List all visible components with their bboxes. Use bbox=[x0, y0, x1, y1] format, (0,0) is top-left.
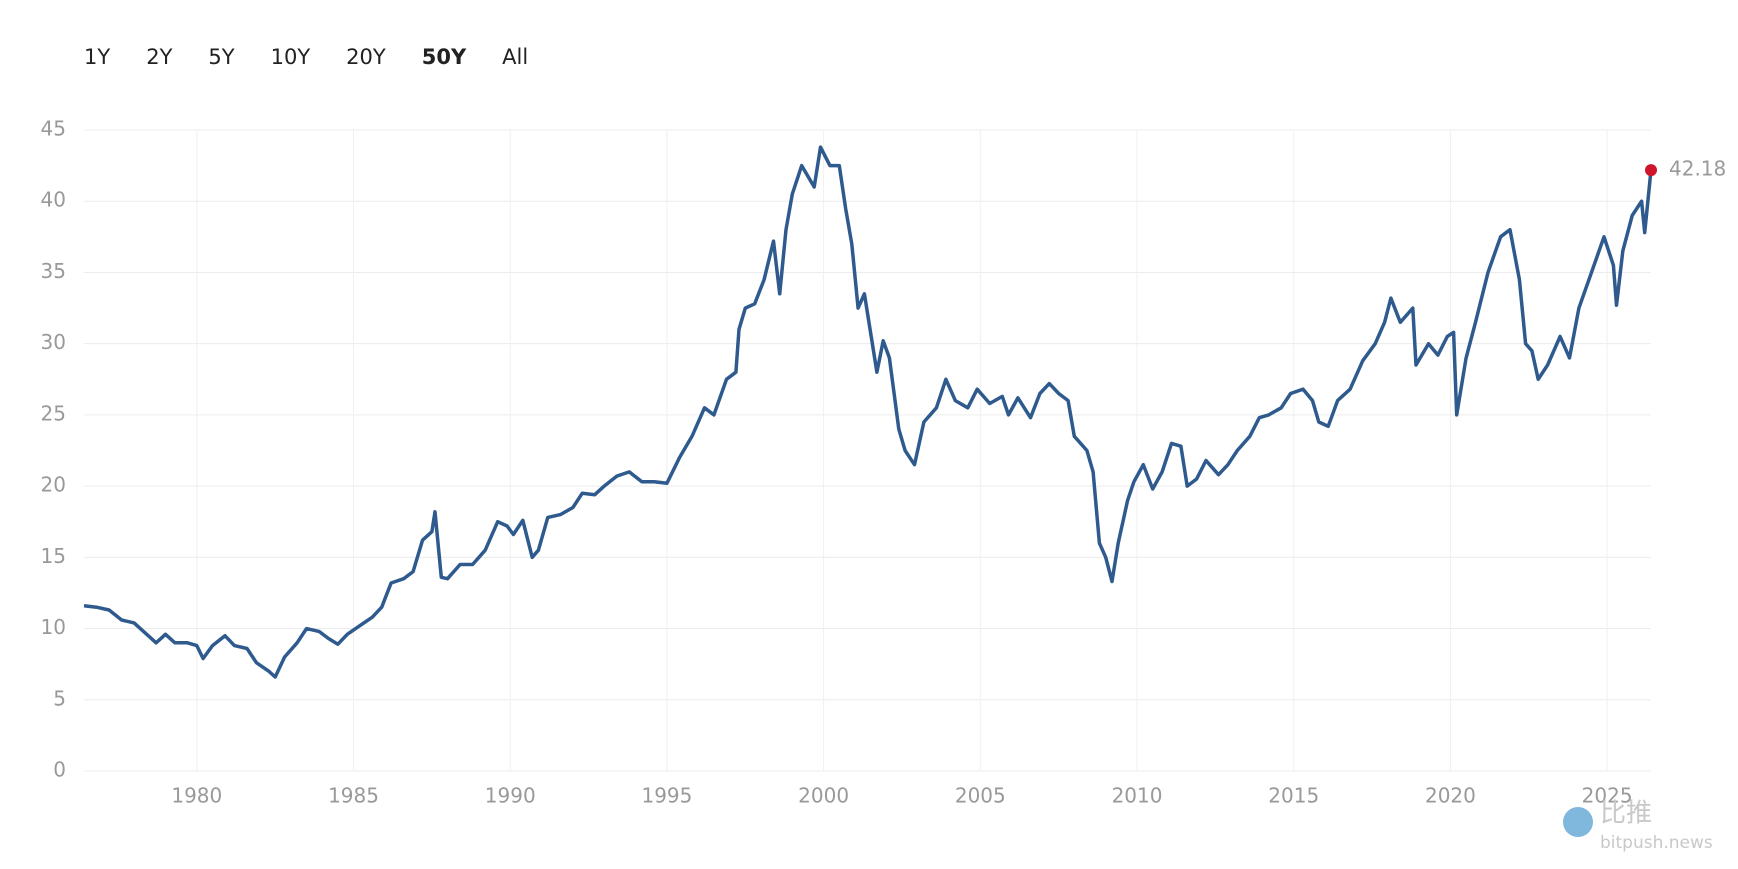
x-tick-label: 1995 bbox=[641, 784, 692, 808]
x-tick-label: 2015 bbox=[1268, 784, 1319, 808]
x-tick-label: 1980 bbox=[171, 784, 222, 808]
y-tick-label: 45 bbox=[41, 117, 66, 141]
end-value-label: 42.18 bbox=[1669, 157, 1726, 181]
x-tick-label: 2010 bbox=[1112, 784, 1163, 808]
x-tick-label: 1985 bbox=[328, 784, 379, 808]
y-tick-label: 10 bbox=[41, 615, 66, 639]
watermark-brand: 比推 bbox=[1600, 799, 1652, 829]
range-button[interactable]: 20Y bbox=[346, 45, 386, 69]
y-tick-label: 20 bbox=[41, 473, 66, 497]
range-button[interactable]: 50Y bbox=[422, 45, 467, 69]
end-marker bbox=[1645, 164, 1657, 177]
x-tick-label: 2000 bbox=[798, 784, 849, 808]
y-tick-label: 30 bbox=[41, 330, 66, 354]
y-tick-label: 5 bbox=[53, 686, 66, 710]
range-button[interactable]: 2Y bbox=[146, 45, 172, 69]
y-tick-label: 40 bbox=[41, 188, 66, 212]
y-tick-label: 0 bbox=[53, 758, 66, 782]
y-tick-label: 15 bbox=[41, 544, 66, 568]
x-tick-label: 1990 bbox=[485, 784, 536, 808]
range-button[interactable]: 10Y bbox=[271, 45, 311, 69]
y-tick-label: 35 bbox=[41, 259, 66, 283]
range-button[interactable]: 1Y bbox=[84, 45, 110, 69]
y-tick-label: 25 bbox=[41, 401, 66, 425]
x-tick-label: 2025 bbox=[1582, 784, 1633, 808]
range-button[interactable]: All bbox=[502, 45, 528, 69]
watermark-logo bbox=[1563, 807, 1593, 837]
range-button[interactable]: 5Y bbox=[208, 45, 234, 69]
x-tick-label: 2005 bbox=[955, 784, 1006, 808]
watermark-site: bitpush.news bbox=[1600, 833, 1713, 853]
line bbox=[83, 145, 1653, 679]
x-tick-label: 2020 bbox=[1425, 784, 1476, 808]
